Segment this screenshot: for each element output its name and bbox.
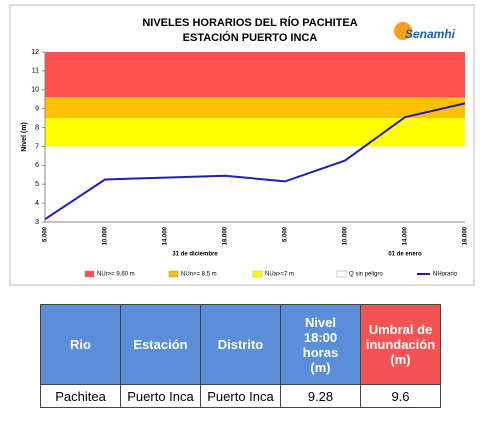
x-tick-label: 18.000 [463,226,469,245]
legend-label: Q sin peligro [349,272,383,278]
y-tick-label: 10 [31,87,39,94]
table-header: Rio [40,304,121,385]
table-cell: 9.28 [280,384,361,408]
legend-swatch [84,270,95,278]
legend-swatch [252,270,263,278]
day-label: 01 de enero [388,252,422,258]
day-label: 31 de diciembre [172,252,218,258]
logo-sun [394,22,412,40]
table-header: Estación [120,304,201,385]
table-cell: 9.6 [360,384,441,408]
legend-label: NUa>=7 m [265,272,294,278]
threshold-band [45,97,465,119]
x-tick-label: 10.000 [343,226,349,245]
x-tick-label: 14.000 [403,226,409,245]
table-header: Umbral de inundación (m) [360,304,441,385]
y-tick-label: 11 [32,68,39,75]
x-tick-label: 6.000 [283,226,289,242]
x-tick-label: 14.000 [163,226,169,245]
y-tick-label: 3 [35,219,39,226]
table-cell: Puerto Inca [120,384,201,408]
table-cell: Pachitea [40,384,121,408]
y-tick-label: 7 [35,143,39,150]
x-tick-label: 10.000 [103,226,109,245]
legend-swatch [336,270,347,278]
y-tick-label: 6 [35,162,39,169]
table-header: Nivel 18:00 horas (m) [280,304,361,385]
chart: NIVELES HORARIOS DEL RÍO PACHITEA ESTACI… [9,4,475,286]
legend-label: NUn>= 8.5 m [181,272,217,278]
legend-label: NUr>= 9.60 m [97,272,135,278]
chart-subtitle: ESTACIÓN PUERTO INCA [183,31,318,44]
x-tick-label: 6.000 [43,226,49,242]
table-row: Pachitea Puerto Inca Puerto Inca 9.28 9.6 [40,384,441,408]
y-tick-label: 12 [31,49,39,56]
y-tick-label: 8 [35,124,39,131]
data-line [44,102,466,221]
threshold-band [45,146,465,222]
chart-title: NIVELES HORARIOS DEL RÍO PACHITEA [142,16,357,29]
table-header: Distrito [200,304,281,385]
legend-label: NHorario [433,272,458,278]
y-axis-label: Nivel (m) [21,122,28,152]
y-tick-label: 4 [35,200,39,207]
logo-text: Senamhi [405,27,456,41]
x-tick-label: 18.000 [223,226,229,245]
threshold-band [45,118,465,147]
y-tick-label: 9 [35,106,39,113]
y-tick-label: 5 [35,181,39,188]
table-cell: Puerto Inca [200,384,281,408]
data-table: Rio Estación Distrito Nivel 18:00 horas (m)… [40,304,441,408]
threshold-band [45,52,465,98]
legend-swatch [168,270,179,278]
